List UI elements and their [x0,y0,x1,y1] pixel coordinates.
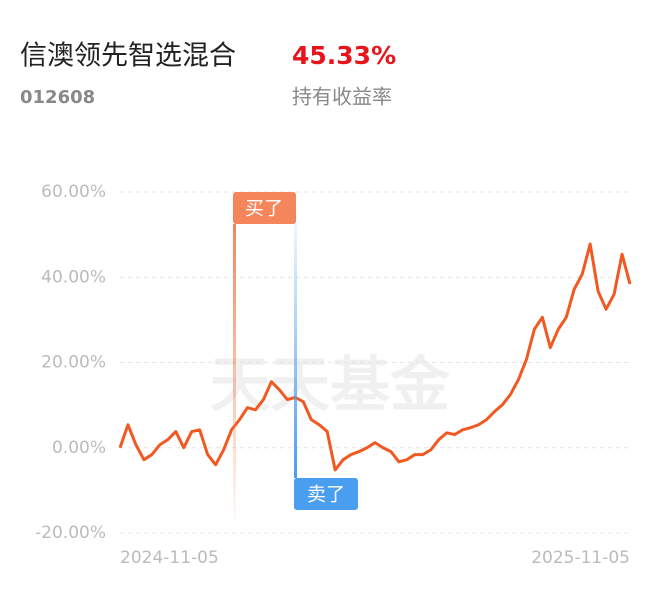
y-tick-label: 40.00% [41,267,106,287]
x-tick-label: 2024-11-05 [120,548,219,568]
y-tick-label: -20.00% [35,523,106,543]
buy-label: 买了 [245,198,283,220]
line [118,242,632,472]
return-label: 持有收益率 [292,85,392,109]
buy-tag [233,192,296,224]
y-tick-label: 20.00% [41,353,106,373]
fund-name: 信澳领先智选混合 [20,41,236,72]
buy-line [233,224,236,530]
y-tick-label: 60.00% [41,182,106,202]
x-tick-label: 2025-11-05 [531,548,630,568]
return-value: 45.33% [292,41,396,70]
y-tick-label: 0.00% [52,438,106,458]
sell-line [294,200,297,478]
sell-tag [294,478,358,510]
fund-code: 012608 [20,87,95,108]
sell-label: 卖了 [307,484,345,506]
